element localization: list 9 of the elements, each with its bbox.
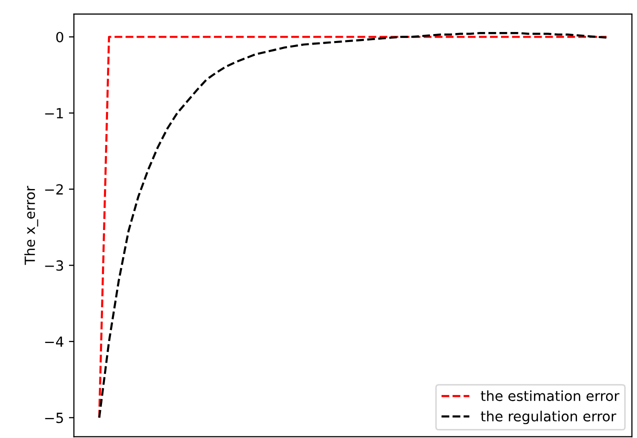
y-tick-label: −1 xyxy=(45,108,63,118)
y-tick-label: −4 xyxy=(45,336,64,347)
legend-label: the estimation error xyxy=(480,390,620,402)
y-tick-label: 0 xyxy=(56,32,64,42)
y-axis-title: The x_error xyxy=(24,186,38,265)
legend-label: the regulation error xyxy=(480,410,616,424)
y-tick-label: −5 xyxy=(45,412,63,424)
y-tick-label: −3 xyxy=(45,260,64,271)
y-tick-label: −2 xyxy=(45,184,63,194)
